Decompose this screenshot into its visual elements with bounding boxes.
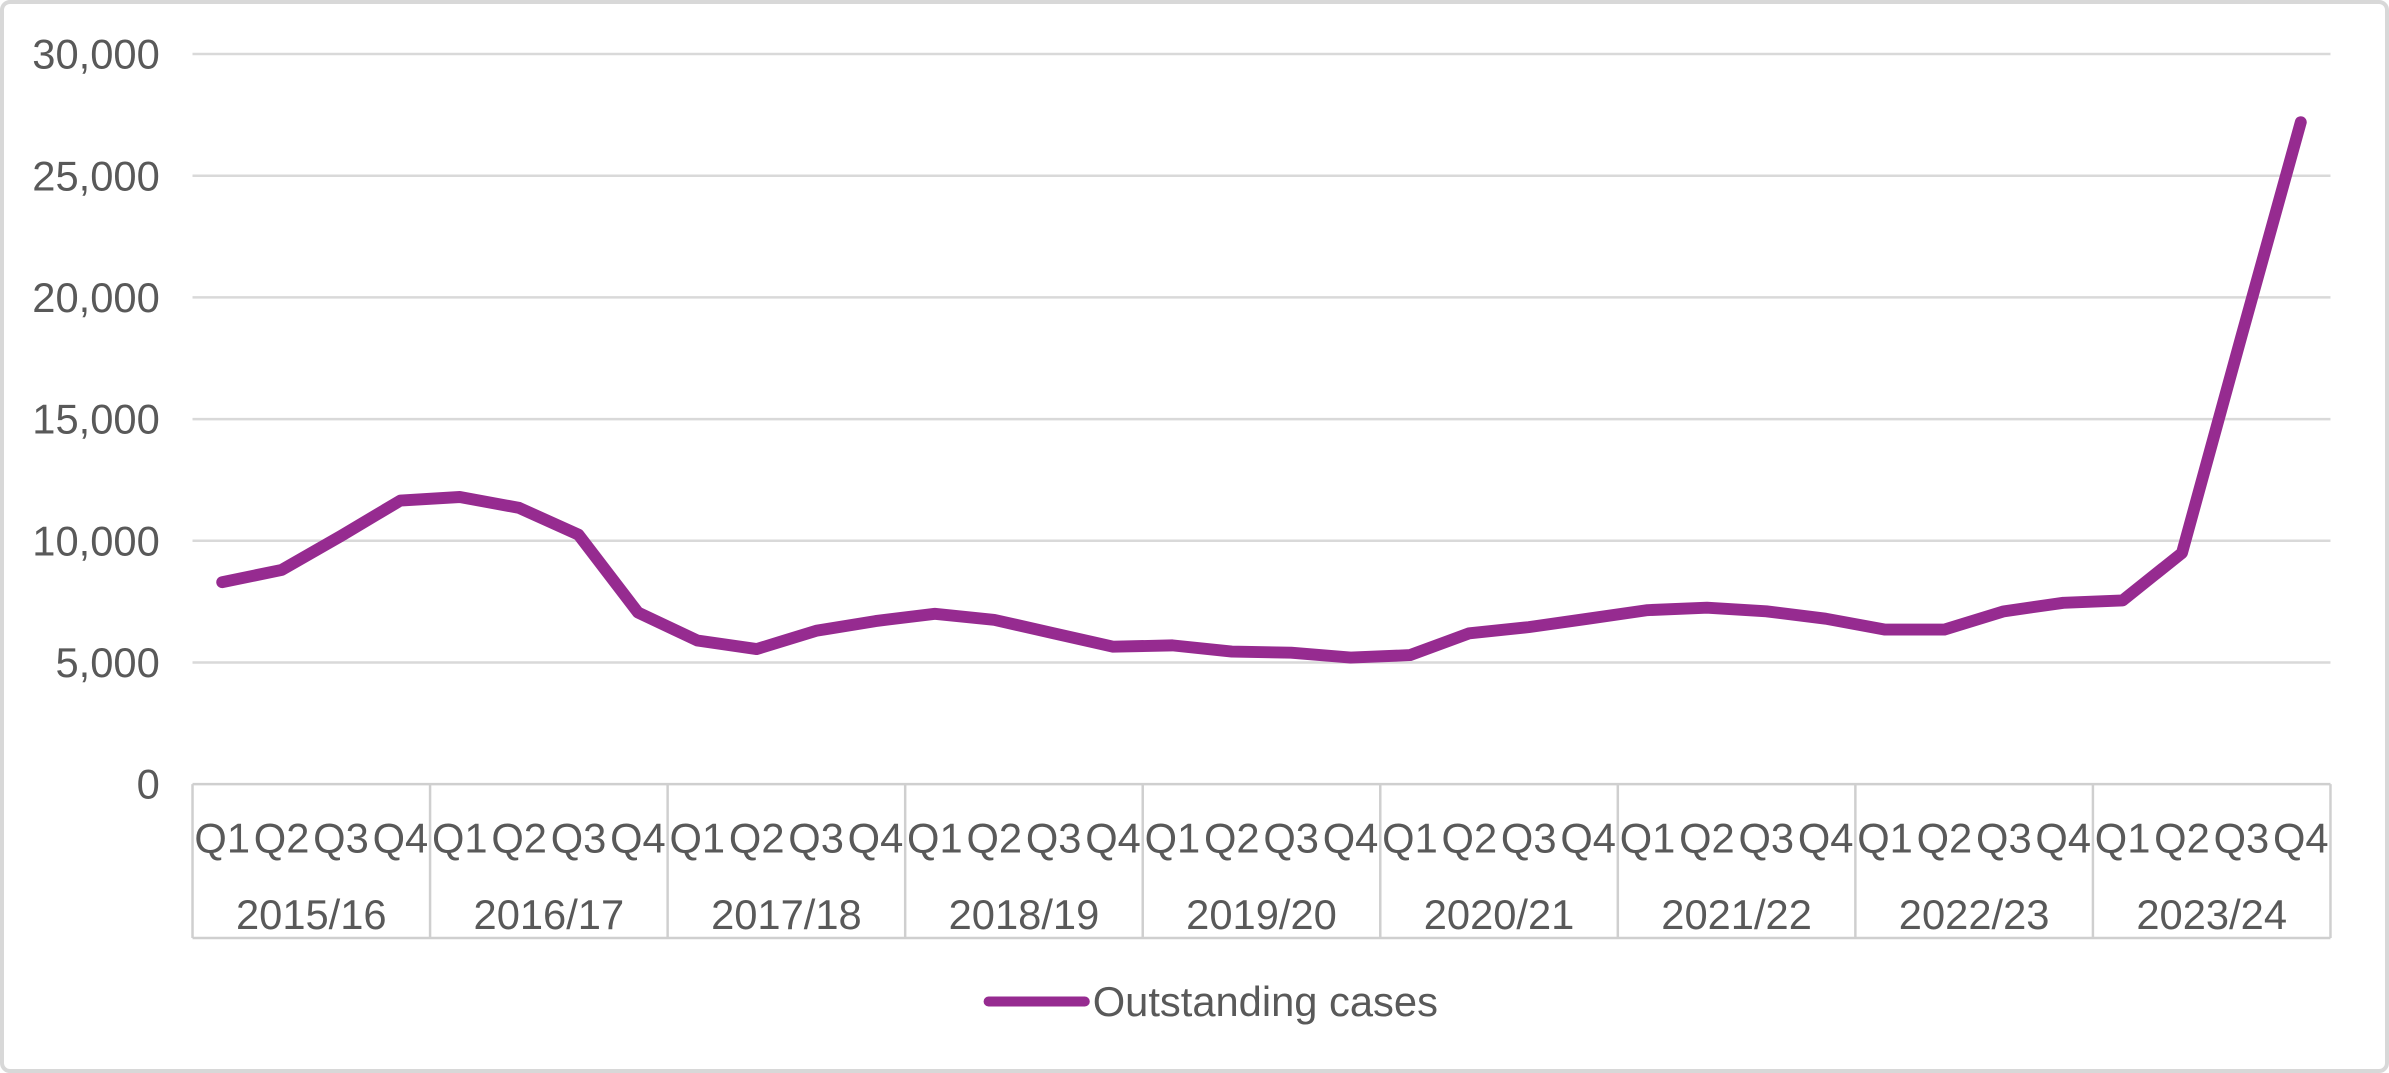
y-axis-tick-label: 5,000 bbox=[55, 639, 159, 686]
quarter-label: Q2 bbox=[2154, 814, 2210, 861]
quarter-label: Q3 bbox=[1738, 814, 1794, 861]
quarter-label: Q4 bbox=[848, 814, 904, 861]
quarter-label: Q4 bbox=[2273, 814, 2329, 861]
quarter-label: Q2 bbox=[491, 814, 547, 861]
quarter-label: Q1 bbox=[1620, 814, 1676, 861]
quarter-label: Q1 bbox=[1382, 814, 1438, 861]
quarter-label: Q2 bbox=[966, 814, 1022, 861]
quarter-label: Q3 bbox=[313, 814, 369, 861]
gridlines bbox=[192, 52, 2331, 664]
y-axis-tick-label: 20,000 bbox=[32, 274, 159, 321]
year-label: 2020/21 bbox=[1424, 891, 1575, 938]
quarter-label: Q3 bbox=[551, 814, 607, 861]
legend-label: Outstanding cases bbox=[1093, 978, 1438, 1025]
y-axis-tick-label: 30,000 bbox=[32, 31, 159, 78]
quarter-label: Q2 bbox=[1442, 814, 1498, 861]
quarter-label: Q3 bbox=[1263, 814, 1319, 861]
year-label: 2017/18 bbox=[711, 891, 862, 938]
quarter-label: Q3 bbox=[1026, 814, 1082, 861]
quarter-label: Q4 bbox=[1085, 814, 1141, 861]
quarter-label: Q4 bbox=[610, 814, 666, 861]
quarter-label: Q1 bbox=[432, 814, 488, 861]
year-label: 2023/24 bbox=[2136, 891, 2287, 938]
quarter-label: Q1 bbox=[2095, 814, 2151, 861]
quarter-label: Q3 bbox=[1976, 814, 2032, 861]
quarter-label: Q4 bbox=[1798, 814, 1854, 861]
quarter-label: Q3 bbox=[1501, 814, 1557, 861]
quarter-label: Q1 bbox=[194, 814, 250, 861]
quarter-label: Q3 bbox=[788, 814, 844, 861]
quarter-label: Q1 bbox=[907, 814, 963, 861]
y-axis-tick-label: 25,000 bbox=[32, 152, 159, 199]
y-axis-tick-labels: 0 5,000 10,000 15,000 20,000 25,000 30,000 bbox=[32, 31, 159, 808]
y-axis-tick-label: 0 bbox=[137, 761, 160, 808]
quarter-label: Q3 bbox=[2214, 814, 2270, 861]
quarter-label: Q2 bbox=[729, 814, 785, 861]
quarter-label: Q4 bbox=[373, 814, 429, 861]
quarter-label: Q2 bbox=[1204, 814, 1260, 861]
outstanding-cases-line bbox=[216, 116, 2307, 664]
quarter-label: Q4 bbox=[2035, 814, 2091, 861]
year-label: 2021/22 bbox=[1661, 891, 1812, 938]
year-label: 2019/20 bbox=[1186, 891, 1337, 938]
quarter-label: Q4 bbox=[1323, 814, 1379, 861]
x-axis-category-table: Q1 Q2 Q3 Q4 Q1 Q2 Q3 Q4 Q1 Q2 Q3 Q4 Q1 Q2 Q3 Q4 Q1 Q2 Q3 Q4… bbox=[191, 782, 2332, 940]
quarter-label: Q1 bbox=[1145, 814, 1201, 861]
y-axis-tick-label: 10,000 bbox=[32, 517, 159, 564]
year-label: 2022/23 bbox=[1899, 891, 2050, 938]
year-label: 2018/19 bbox=[949, 891, 1100, 938]
legend: Outstanding cases bbox=[983, 978, 1438, 1025]
year-label: 2016/17 bbox=[474, 891, 625, 938]
quarter-label: Q2 bbox=[1679, 814, 1735, 861]
quarter-label: Q4 bbox=[1560, 814, 1616, 861]
year-label: 2015/16 bbox=[236, 891, 387, 938]
quarter-label: Q2 bbox=[254, 814, 310, 861]
y-axis-tick-label: 15,000 bbox=[32, 396, 159, 443]
quarter-label: Q1 bbox=[670, 814, 726, 861]
quarter-label: Q2 bbox=[1917, 814, 1973, 861]
quarter-label: Q1 bbox=[1857, 814, 1913, 861]
